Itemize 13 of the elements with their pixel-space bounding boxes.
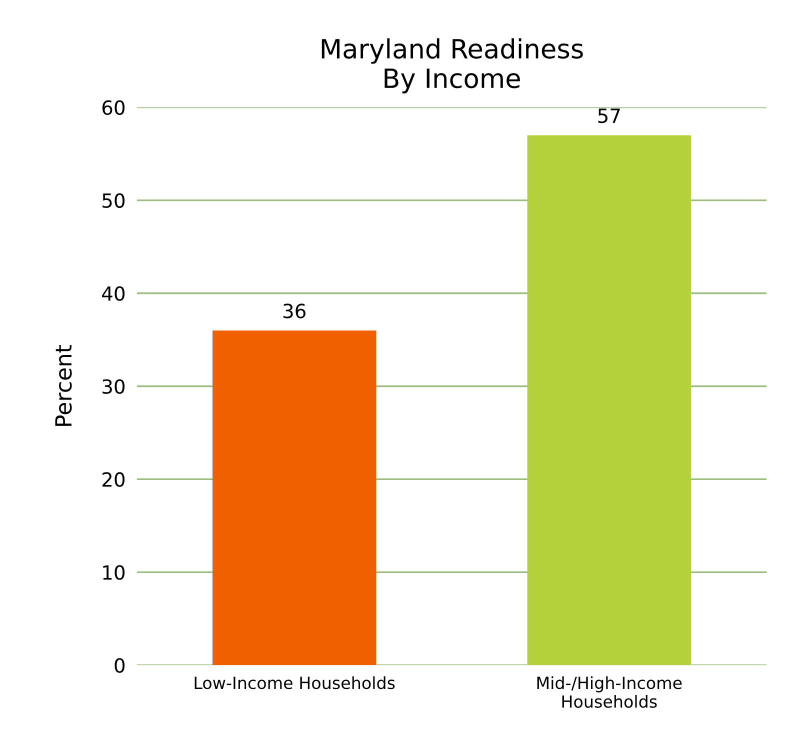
y-axis-title: Percent [55, 344, 72, 426]
y-tick-label: 40 [102, 286, 125, 301]
chart-title: Maryland Readiness By Income [322, 38, 583, 94]
y-tick-label: 10 [103, 565, 125, 580]
y-tick-label: 60 [102, 100, 125, 115]
y-tick-label: 0 [114, 658, 125, 673]
data-label: 36 [283, 304, 306, 318]
data-label: 57 [598, 108, 620, 124]
y-tick-label: 20 [102, 472, 125, 487]
x-tick-label: Mid-/High-Income Households [537, 676, 682, 708]
y-tick-label: 30 [102, 379, 125, 394]
y-tick-label: 50 [102, 193, 125, 208]
x-tick-label: Low-Income Households [194, 676, 395, 690]
